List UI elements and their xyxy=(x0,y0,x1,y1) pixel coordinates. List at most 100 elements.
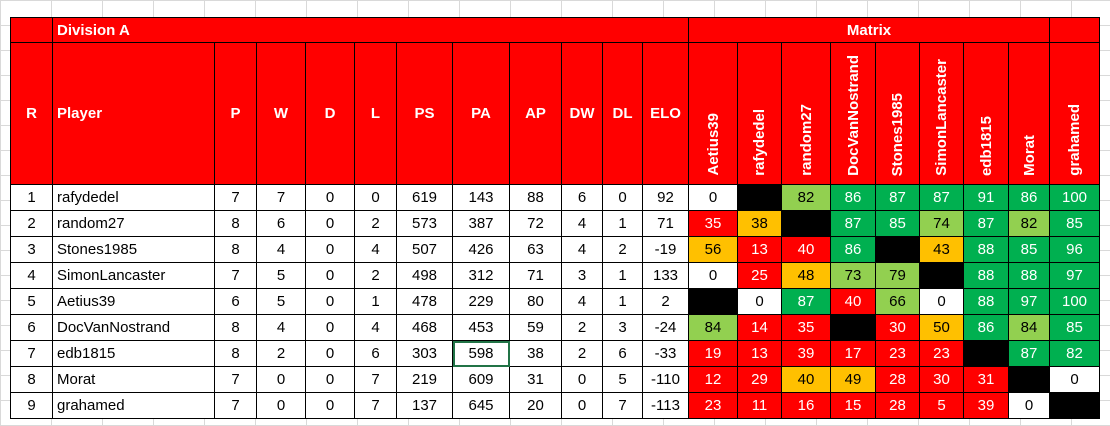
matrix-header-rafydedel[interactable]: rafydedel xyxy=(737,42,782,185)
cell-elo[interactable]: 133 xyxy=(642,262,689,289)
cell-p[interactable]: 7 xyxy=(214,392,257,419)
header-w[interactable]: W xyxy=(256,42,306,185)
matrix-cell[interactable]: 85 xyxy=(1049,210,1100,237)
cell-player[interactable]: SimonLancaster xyxy=(52,262,215,289)
matrix-cell[interactable]: 66 xyxy=(875,288,920,315)
matrix-cell[interactable]: 28 xyxy=(875,366,920,393)
matrix-header-docvannostrand[interactable]: DocVanNostrand xyxy=(830,42,876,185)
matrix-cell[interactable]: 84 xyxy=(688,314,738,341)
matrix-cell[interactable]: 87 xyxy=(830,210,876,237)
matrix-cell[interactable]: 0 xyxy=(1008,392,1050,419)
matrix-cell[interactable]: 0 xyxy=(737,288,782,315)
header-ap[interactable]: AP xyxy=(509,42,562,185)
cell-d[interactable]: 0 xyxy=(305,236,355,263)
matrix-cell[interactable]: 35 xyxy=(688,210,738,237)
cell-p[interactable]: 7 xyxy=(214,184,257,211)
matrix-cell[interactable]: 43 xyxy=(919,236,964,263)
cell-r[interactable]: 7 xyxy=(10,340,53,367)
matrix-cell[interactable] xyxy=(1049,392,1100,419)
cell-elo[interactable]: -19 xyxy=(642,236,689,263)
cell-ps[interactable]: 137 xyxy=(396,392,453,419)
cell-ap[interactable]: 59 xyxy=(509,314,562,341)
matrix-cell[interactable]: 40 xyxy=(830,288,876,315)
cell-d[interactable]: 0 xyxy=(305,262,355,289)
cell-p[interactable]: 6 xyxy=(214,288,257,315)
matrix-cell[interactable]: 88 xyxy=(1008,262,1050,289)
matrix-cell[interactable]: 79 xyxy=(875,262,920,289)
cell-w[interactable]: 4 xyxy=(256,236,306,263)
matrix-cell[interactable]: 86 xyxy=(1008,184,1050,211)
matrix-cell[interactable]: 30 xyxy=(875,314,920,341)
cell-l[interactable]: 1 xyxy=(354,288,397,315)
cell-p[interactable]: 7 xyxy=(214,366,257,393)
cell-elo[interactable]: -33 xyxy=(642,340,689,367)
cell-w[interactable]: 5 xyxy=(256,262,306,289)
cell-dw[interactable]: 3 xyxy=(561,262,603,289)
matrix-cell[interactable]: 23 xyxy=(688,392,738,419)
cell-pa[interactable]: 312 xyxy=(452,262,510,289)
cell-dl[interactable]: 2 xyxy=(602,236,643,263)
matrix-cell[interactable]: 39 xyxy=(781,340,831,367)
matrix-cell[interactable] xyxy=(781,210,831,237)
cell-dl[interactable]: 7 xyxy=(602,392,643,419)
matrix-cell[interactable]: 35 xyxy=(781,314,831,341)
cell-pa[interactable]: 426 xyxy=(452,236,510,263)
cell-ps[interactable]: 619 xyxy=(396,184,453,211)
matrix-cell[interactable] xyxy=(830,314,876,341)
cell-r[interactable]: 1 xyxy=(10,184,53,211)
cell-ap[interactable]: 31 xyxy=(509,366,562,393)
cell-player[interactable]: Morat xyxy=(52,366,215,393)
cell-p[interactable]: 8 xyxy=(214,314,257,341)
cell-elo[interactable]: 2 xyxy=(642,288,689,315)
matrix-cell[interactable]: 97 xyxy=(1008,288,1050,315)
matrix-header-simonlancaster[interactable]: SimonLancaster xyxy=(919,42,964,185)
cell-d[interactable]: 0 xyxy=(305,184,355,211)
cell-elo[interactable]: -110 xyxy=(642,366,689,393)
cell-pa[interactable]: 387 xyxy=(452,210,510,237)
cell-player[interactable]: edb1815 xyxy=(52,340,215,367)
matrix-cell[interactable]: 88 xyxy=(963,236,1009,263)
matrix-cell[interactable]: 15 xyxy=(830,392,876,419)
cell-pa[interactable]: 229 xyxy=(452,288,510,315)
cell-r[interactable]: 4 xyxy=(10,262,53,289)
matrix-cell[interactable]: 82 xyxy=(1008,210,1050,237)
header-l[interactable]: L xyxy=(354,42,397,185)
cell-ap[interactable]: 80 xyxy=(509,288,562,315)
cell-dl[interactable]: 0 xyxy=(602,184,643,211)
cell-ap[interactable]: 63 xyxy=(509,236,562,263)
matrix-cell[interactable]: 97 xyxy=(1049,262,1100,289)
matrix-cell[interactable] xyxy=(963,340,1009,367)
matrix-cell[interactable]: 82 xyxy=(1049,340,1100,367)
matrix-cell[interactable]: 49 xyxy=(830,366,876,393)
cell-d[interactable]: 0 xyxy=(305,366,355,393)
matrix-cell[interactable]: 13 xyxy=(737,340,782,367)
cell-l[interactable]: 4 xyxy=(354,314,397,341)
matrix-cell[interactable]: 56 xyxy=(688,236,738,263)
matrix-header-aetius39[interactable]: Aetius39 xyxy=(688,42,738,185)
cell-d[interactable]: 0 xyxy=(305,392,355,419)
cell-dl[interactable]: 6 xyxy=(602,340,643,367)
cell-r[interactable]: 5 xyxy=(10,288,53,315)
cell-ps[interactable]: 219 xyxy=(396,366,453,393)
matrix-cell[interactable]: 100 xyxy=(1049,184,1100,211)
matrix-cell[interactable] xyxy=(875,236,920,263)
cell-pa[interactable]: 598 xyxy=(452,340,510,367)
cell-dw[interactable]: 4 xyxy=(561,236,603,263)
cell-w[interactable]: 0 xyxy=(256,392,306,419)
cell-l[interactable]: 4 xyxy=(354,236,397,263)
matrix-cell[interactable]: 0 xyxy=(1049,366,1100,393)
matrix-cell[interactable]: 28 xyxy=(875,392,920,419)
header-elo[interactable]: ELO xyxy=(642,42,689,185)
cell-player[interactable]: Stones1985 xyxy=(52,236,215,263)
matrix-cell[interactable]: 87 xyxy=(781,288,831,315)
cell-l[interactable]: 2 xyxy=(354,262,397,289)
cell-pa[interactable]: 609 xyxy=(452,366,510,393)
header-r[interactable]: R xyxy=(10,42,53,185)
cell-dw[interactable]: 0 xyxy=(561,392,603,419)
matrix-cell[interactable]: 11 xyxy=(737,392,782,419)
cell-l[interactable]: 6 xyxy=(354,340,397,367)
cell-r[interactable]: 3 xyxy=(10,236,53,263)
cell-dl[interactable]: 3 xyxy=(602,314,643,341)
cell-r[interactable]: 2 xyxy=(10,210,53,237)
matrix-cell[interactable]: 100 xyxy=(1049,288,1100,315)
